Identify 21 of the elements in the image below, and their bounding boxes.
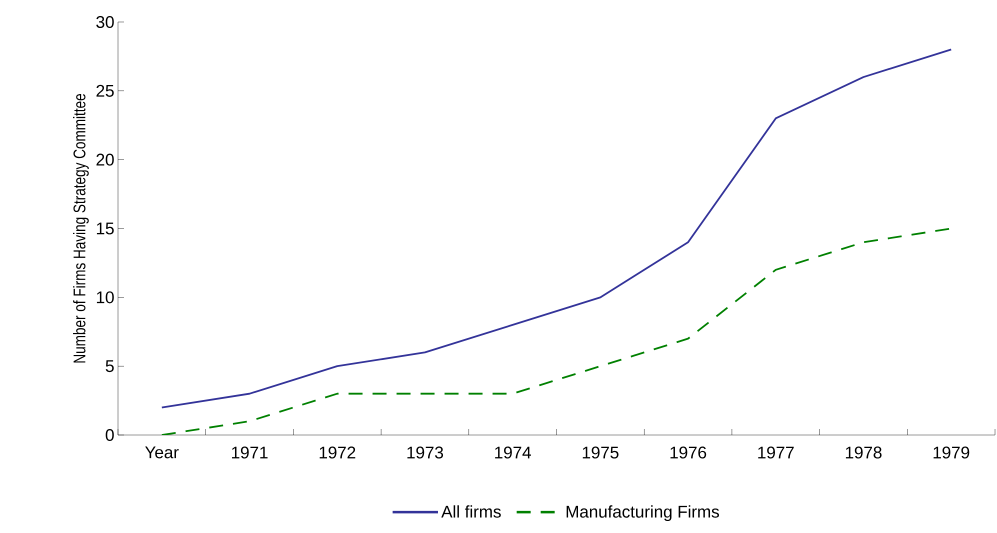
x-tick-label: 1972 xyxy=(320,446,356,459)
x-tick-label: 1979 xyxy=(934,446,970,459)
y-tick-label: 0 xyxy=(106,429,114,441)
x-tick-label: 1974 xyxy=(495,446,531,459)
line-series xyxy=(160,48,952,408)
x-tick-label: 1971 xyxy=(232,446,268,459)
x-tick-label: 1975 xyxy=(582,446,618,459)
x-tick-label: 1978 xyxy=(846,446,882,459)
y-tick-label: 20 xyxy=(96,154,114,166)
x-tick-label: Year xyxy=(145,446,179,458)
legend-label: All firms xyxy=(441,505,501,518)
y-tick-label: 30 xyxy=(96,16,114,28)
y-tick-label: 5 xyxy=(106,360,114,372)
legend-label: Manufacturing Firms xyxy=(566,505,719,522)
y-axis-title: Number of Firms Having Strategy Committee xyxy=(73,94,89,363)
x-tick-label: 1973 xyxy=(407,446,444,459)
x-tick-label: 1976 xyxy=(670,446,706,459)
x-tick-label: 1977 xyxy=(758,446,794,459)
y-tick-label: 25 xyxy=(96,84,114,97)
y-tick-label: 15 xyxy=(96,222,114,234)
y-tick-label: 10 xyxy=(96,291,114,304)
